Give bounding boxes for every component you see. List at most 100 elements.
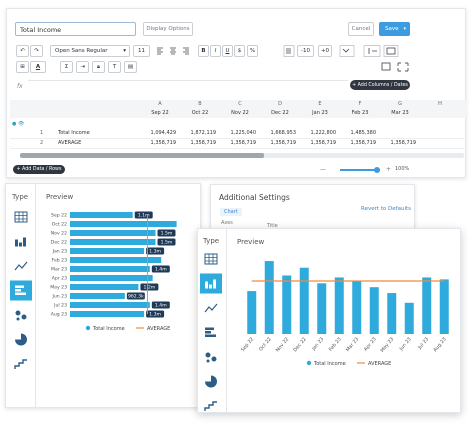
row-label: AVERAGE (58, 140, 82, 146)
cell-value: 1,668,953 (270, 130, 296, 136)
icon-part (21, 314, 27, 320)
chart-type-icon[interactable] (14, 211, 28, 223)
category-label: Apr 23 (52, 276, 67, 282)
scroll-thumb[interactable] (20, 153, 264, 158)
category-label: Sep 22 (51, 213, 67, 219)
cell-value: 1,222,800 (310, 130, 336, 136)
icon-part (15, 239, 18, 247)
chart-type-icon[interactable] (204, 303, 218, 313)
category-label: Aug 23 (51, 312, 67, 318)
icon-part (19, 242, 22, 247)
chart-type-icon[interactable] (205, 327, 216, 338)
format-button[interactable]: % (247, 45, 258, 57)
format-button[interactable]: $ (234, 45, 245, 57)
cancel-button[interactable]: Cancel (348, 22, 374, 36)
format-button[interactable]: +0 (318, 45, 332, 57)
format-icon[interactable] (286, 48, 291, 54)
chart-type-icon[interactable] (15, 333, 27, 346)
add-rows[interactable]: + Add Data / Rows (13, 165, 65, 174)
zoom-level: 100% (395, 166, 410, 172)
value-label-bg (146, 247, 165, 255)
value-label: 1.5m (161, 231, 173, 237)
font-size[interactable]: 11 (133, 45, 150, 57)
text-color[interactable]: A (30, 61, 46, 73)
font-select[interactable]: Open Sans Regular ▾ (50, 45, 130, 57)
legend-label: Total Income (92, 326, 125, 332)
title-input[interactable]: Total Income (15, 22, 136, 36)
legend-label: AVERAGE (147, 326, 170, 332)
icon-part (206, 359, 210, 363)
value-label: 1.3m (149, 249, 161, 255)
format-button[interactable]: U (222, 45, 233, 57)
category-label: Apr 23 (363, 336, 378, 352)
chart-tab[interactable]: Chart (220, 208, 242, 216)
chart-title: Preview (46, 193, 74, 201)
icon-part (15, 292, 26, 295)
chart-type-icon[interactable] (205, 352, 217, 363)
icon-part (205, 334, 216, 337)
merge[interactable]: ⇥ (76, 61, 89, 73)
category-label: Feb 23 (328, 336, 343, 352)
chart-type-icon[interactable] (204, 253, 218, 265)
chart-type-icon[interactable] (205, 375, 217, 388)
bar (299, 267, 309, 334)
format-button[interactable]: -10 (297, 45, 314, 57)
chart-type-icon[interactable] (15, 310, 27, 321)
value-label-bg (157, 238, 176, 246)
paint[interactable]: T (108, 61, 121, 73)
category-label: Dec 22 (51, 240, 67, 246)
legend-marker (85, 325, 91, 331)
align-center[interactable] (170, 47, 176, 55)
icon-part (204, 303, 218, 313)
date-header: Nov 22 (231, 110, 249, 116)
clear[interactable]: ▤ (124, 61, 137, 73)
left-panel: Type Preview Sep 22 1.1m Oct 22 Nov 22 1.5m De… (5, 183, 201, 408)
panel-icon[interactable] (381, 62, 391, 71)
category-label: Nov 22 (275, 336, 291, 353)
lock[interactable]: 🔒︎ (92, 61, 105, 73)
chart-type-icon[interactable] (14, 359, 27, 369)
display-options[interactable]: Display Options (143, 22, 193, 36)
format-button[interactable]: I (210, 45, 221, 57)
bar (404, 302, 414, 334)
revert-link[interactable]: Revert to Defaults (361, 206, 411, 212)
icon-part (205, 254, 217, 264)
chart-type-icon[interactable] (204, 401, 217, 411)
sum[interactable]: Σ (60, 61, 73, 73)
zoom-slider[interactable] (340, 169, 380, 171)
align-right[interactable] (183, 47, 189, 55)
redo[interactable]: ↷ (30, 45, 43, 57)
format-button[interactable]: B (198, 45, 209, 57)
misc-icons[interactable] (342, 48, 377, 54)
zoom-plus[interactable]: + (386, 166, 392, 173)
zoom-minus[interactable]: — (320, 166, 326, 173)
fullscreen-icon[interactable] (397, 62, 409, 72)
chart-type-icon[interactable] (14, 261, 28, 271)
layout-icon[interactable] (386, 47, 396, 55)
chart-type-icon[interactable] (15, 285, 26, 296)
cell-value: 1,358,719 (350, 140, 376, 146)
chart: Preview Sep 22 1.1m Oct 22 Nov 22 1.5m Dec 22 1… (46, 193, 177, 332)
cell-value: 1,485,380 (350, 130, 376, 136)
legend-label: AVERAGE (368, 361, 391, 367)
value-label-bg (151, 301, 170, 309)
bar (70, 293, 125, 299)
zoom-knob[interactable] (374, 166, 380, 173)
bar (70, 248, 145, 254)
icon-part (205, 281, 208, 289)
align-left[interactable] (157, 47, 163, 55)
column-header: E (318, 101, 322, 107)
save-label: Save (385, 26, 399, 32)
add-columns[interactable]: + Add Columns / Dates (350, 80, 410, 90)
chart-type-icon[interactable] (15, 237, 26, 247)
undo[interactable]: ↶ (16, 45, 29, 57)
category-label: Oct 22 (52, 222, 67, 228)
value-label-bg (140, 283, 159, 291)
category-label: Dec 22 (292, 336, 307, 353)
borders[interactable]: ⊞ (16, 61, 29, 73)
save-button[interactable]: Save ▾ (379, 22, 410, 36)
bar (352, 281, 362, 334)
chart-type-icon[interactable] (205, 279, 216, 289)
bar (282, 275, 292, 334)
